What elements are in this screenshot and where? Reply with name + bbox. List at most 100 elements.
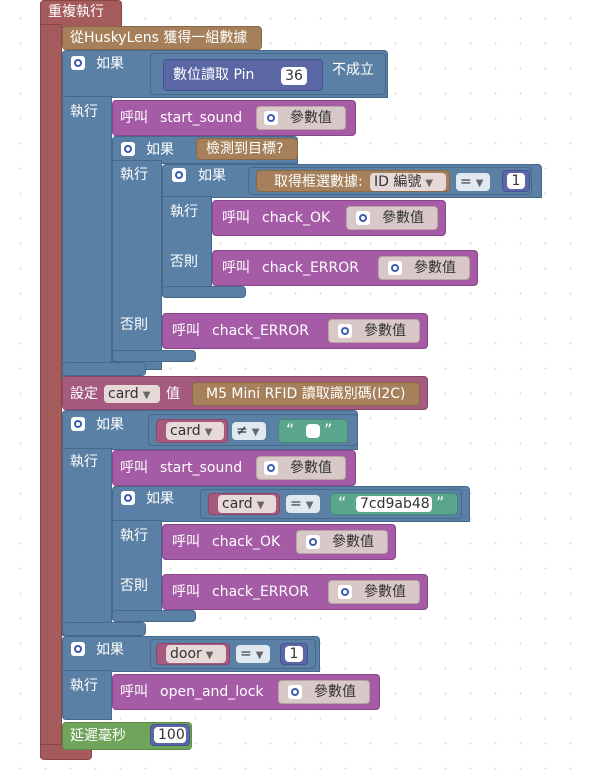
procedure-name: start_sound (160, 460, 243, 476)
do-label: 執行 (70, 678, 98, 694)
settings-gear-icon[interactable] (388, 261, 402, 275)
digital-read-label: 數位讀取 Pin (173, 67, 255, 83)
params-label: 參數值 (414, 260, 456, 276)
if-block-card-value-foot (112, 610, 196, 622)
quote-open: “ (286, 420, 295, 439)
procedure-name: start_sound (160, 110, 243, 126)
husky-get-data-label: 從HuskyLens 獲得一組數據 (70, 30, 248, 46)
do-label: 執行 (120, 167, 148, 183)
params-label: 參數值 (314, 684, 356, 700)
forever-loop-spine (40, 24, 62, 758)
operator-value: = (290, 496, 302, 512)
call-label: 呼叫 (120, 110, 148, 126)
variable-dropdown[interactable]: card ▼ (166, 422, 224, 440)
settings-gear-icon[interactable] (71, 417, 85, 431)
call-label: 呼叫 (172, 534, 200, 550)
settings-gear-icon[interactable] (306, 535, 320, 549)
procedure-name: chack_ERROR (212, 584, 310, 600)
settings-gear-icon[interactable] (71, 642, 85, 656)
operator-dropdown[interactable]: = ▼ (286, 495, 320, 513)
variable-dropdown[interactable]: card ▼ (104, 385, 160, 403)
husky-get-data-block[interactable] (62, 26, 262, 50)
box-field-dropdown[interactable]: ID 編號 ▼ (370, 173, 446, 191)
if-label: 如果 (146, 491, 174, 507)
operator-dropdown[interactable]: = ▼ (236, 645, 270, 663)
detect-target-block[interactable] (196, 138, 298, 160)
settings-gear-icon[interactable] (338, 324, 352, 338)
operator-value: ≠ (236, 423, 248, 439)
else-label: 否則 (120, 578, 148, 594)
if-block-detect-foot (112, 350, 196, 362)
dropdown-arrow-icon: ▼ (256, 500, 265, 511)
quote-open: “ (338, 493, 347, 512)
call-label: 呼叫 (222, 210, 250, 226)
operator-dropdown[interactable]: ≠ ▼ (232, 422, 266, 440)
number-field[interactable]: 1 (285, 646, 303, 662)
procedure-name: chack_OK (262, 210, 331, 226)
rfid-read-block[interactable] (192, 382, 420, 406)
settings-gear-icon[interactable] (172, 168, 186, 182)
settings-gear-icon[interactable] (71, 56, 85, 70)
value-label: 值 (166, 386, 180, 402)
quote-close: ” (324, 420, 333, 439)
quote-close: ” (436, 493, 445, 512)
if-block-id-spine (162, 196, 212, 298)
dropdown-arrow-icon: ▼ (305, 500, 314, 511)
call-label: 呼叫 (120, 684, 148, 700)
variable-dropdown[interactable]: door ▼ (166, 645, 226, 663)
call-label: 呼叫 (172, 584, 200, 600)
settings-gear-icon[interactable] (288, 685, 302, 699)
settings-gear-icon[interactable] (264, 111, 278, 125)
do-label: 執行 (120, 528, 148, 544)
if-label: 如果 (198, 168, 226, 184)
dropdown-arrow-icon: ▼ (204, 427, 213, 438)
dropdown-arrow-icon: ▼ (475, 178, 484, 189)
procedure-name: chack_OK (212, 534, 281, 550)
pin-number-field[interactable]: 36 (281, 67, 307, 85)
settings-gear-icon[interactable] (356, 211, 370, 225)
call-label: 呼叫 (120, 460, 148, 476)
settings-gear-icon[interactable] (121, 491, 135, 505)
detect-target-label: 檢測到目標? (206, 141, 284, 157)
operator-dropdown[interactable]: = ▼ (456, 173, 490, 191)
operator-value: = (460, 174, 472, 190)
if-block-card-foot (62, 622, 146, 636)
settings-gear-icon[interactable] (338, 585, 352, 599)
delay-label: 延遲毫秒 (70, 728, 126, 744)
params-block[interactable] (256, 456, 346, 480)
if-label: 如果 (96, 56, 124, 72)
variable-value: door (170, 646, 202, 662)
params-label: 參數值 (382, 210, 424, 226)
dropdown-arrow-icon: ▼ (251, 427, 260, 438)
delay-value-field[interactable]: 100 (154, 727, 186, 743)
not-label: 不成立 (332, 62, 374, 78)
if-label: 如果 (96, 642, 124, 658)
text-field-empty[interactable] (306, 424, 320, 438)
set-label: 設定 (70, 386, 98, 402)
settings-gear-icon[interactable] (264, 461, 278, 475)
dropdown-arrow-icon: ▼ (142, 390, 151, 401)
call-label: 呼叫 (172, 323, 200, 339)
else-label: 否則 (170, 254, 198, 270)
do-label: 執行 (70, 454, 98, 470)
procedure-name: open_and_lock (160, 684, 264, 700)
if-block-id-foot (162, 286, 246, 298)
call-label: 呼叫 (222, 260, 250, 276)
dropdown-arrow-icon: ▼ (425, 178, 434, 189)
procedure-name: chack_ERROR (262, 260, 360, 276)
if-block-card-value-spine (112, 520, 162, 622)
procedure-name: chack_ERROR (212, 323, 310, 339)
settings-gear-icon[interactable] (121, 142, 135, 156)
rfid-read-label: M5 Mini RFID 讀取識別碼(I2C) (206, 386, 406, 402)
if-block-pin-spine (62, 96, 112, 378)
variable-value: card (222, 496, 253, 512)
number-field[interactable]: 1 (507, 173, 525, 189)
else-label: 否則 (120, 317, 148, 333)
variable-value: card (170, 423, 201, 439)
if-block-card-spine (62, 448, 112, 636)
if-block-pin-foot (62, 362, 146, 376)
text-field-value[interactable]: 7cd9ab48 (356, 496, 432, 512)
if-label: 如果 (96, 417, 124, 433)
dropdown-arrow-icon: ▼ (255, 650, 264, 661)
variable-dropdown[interactable]: card ▼ (218, 495, 276, 513)
